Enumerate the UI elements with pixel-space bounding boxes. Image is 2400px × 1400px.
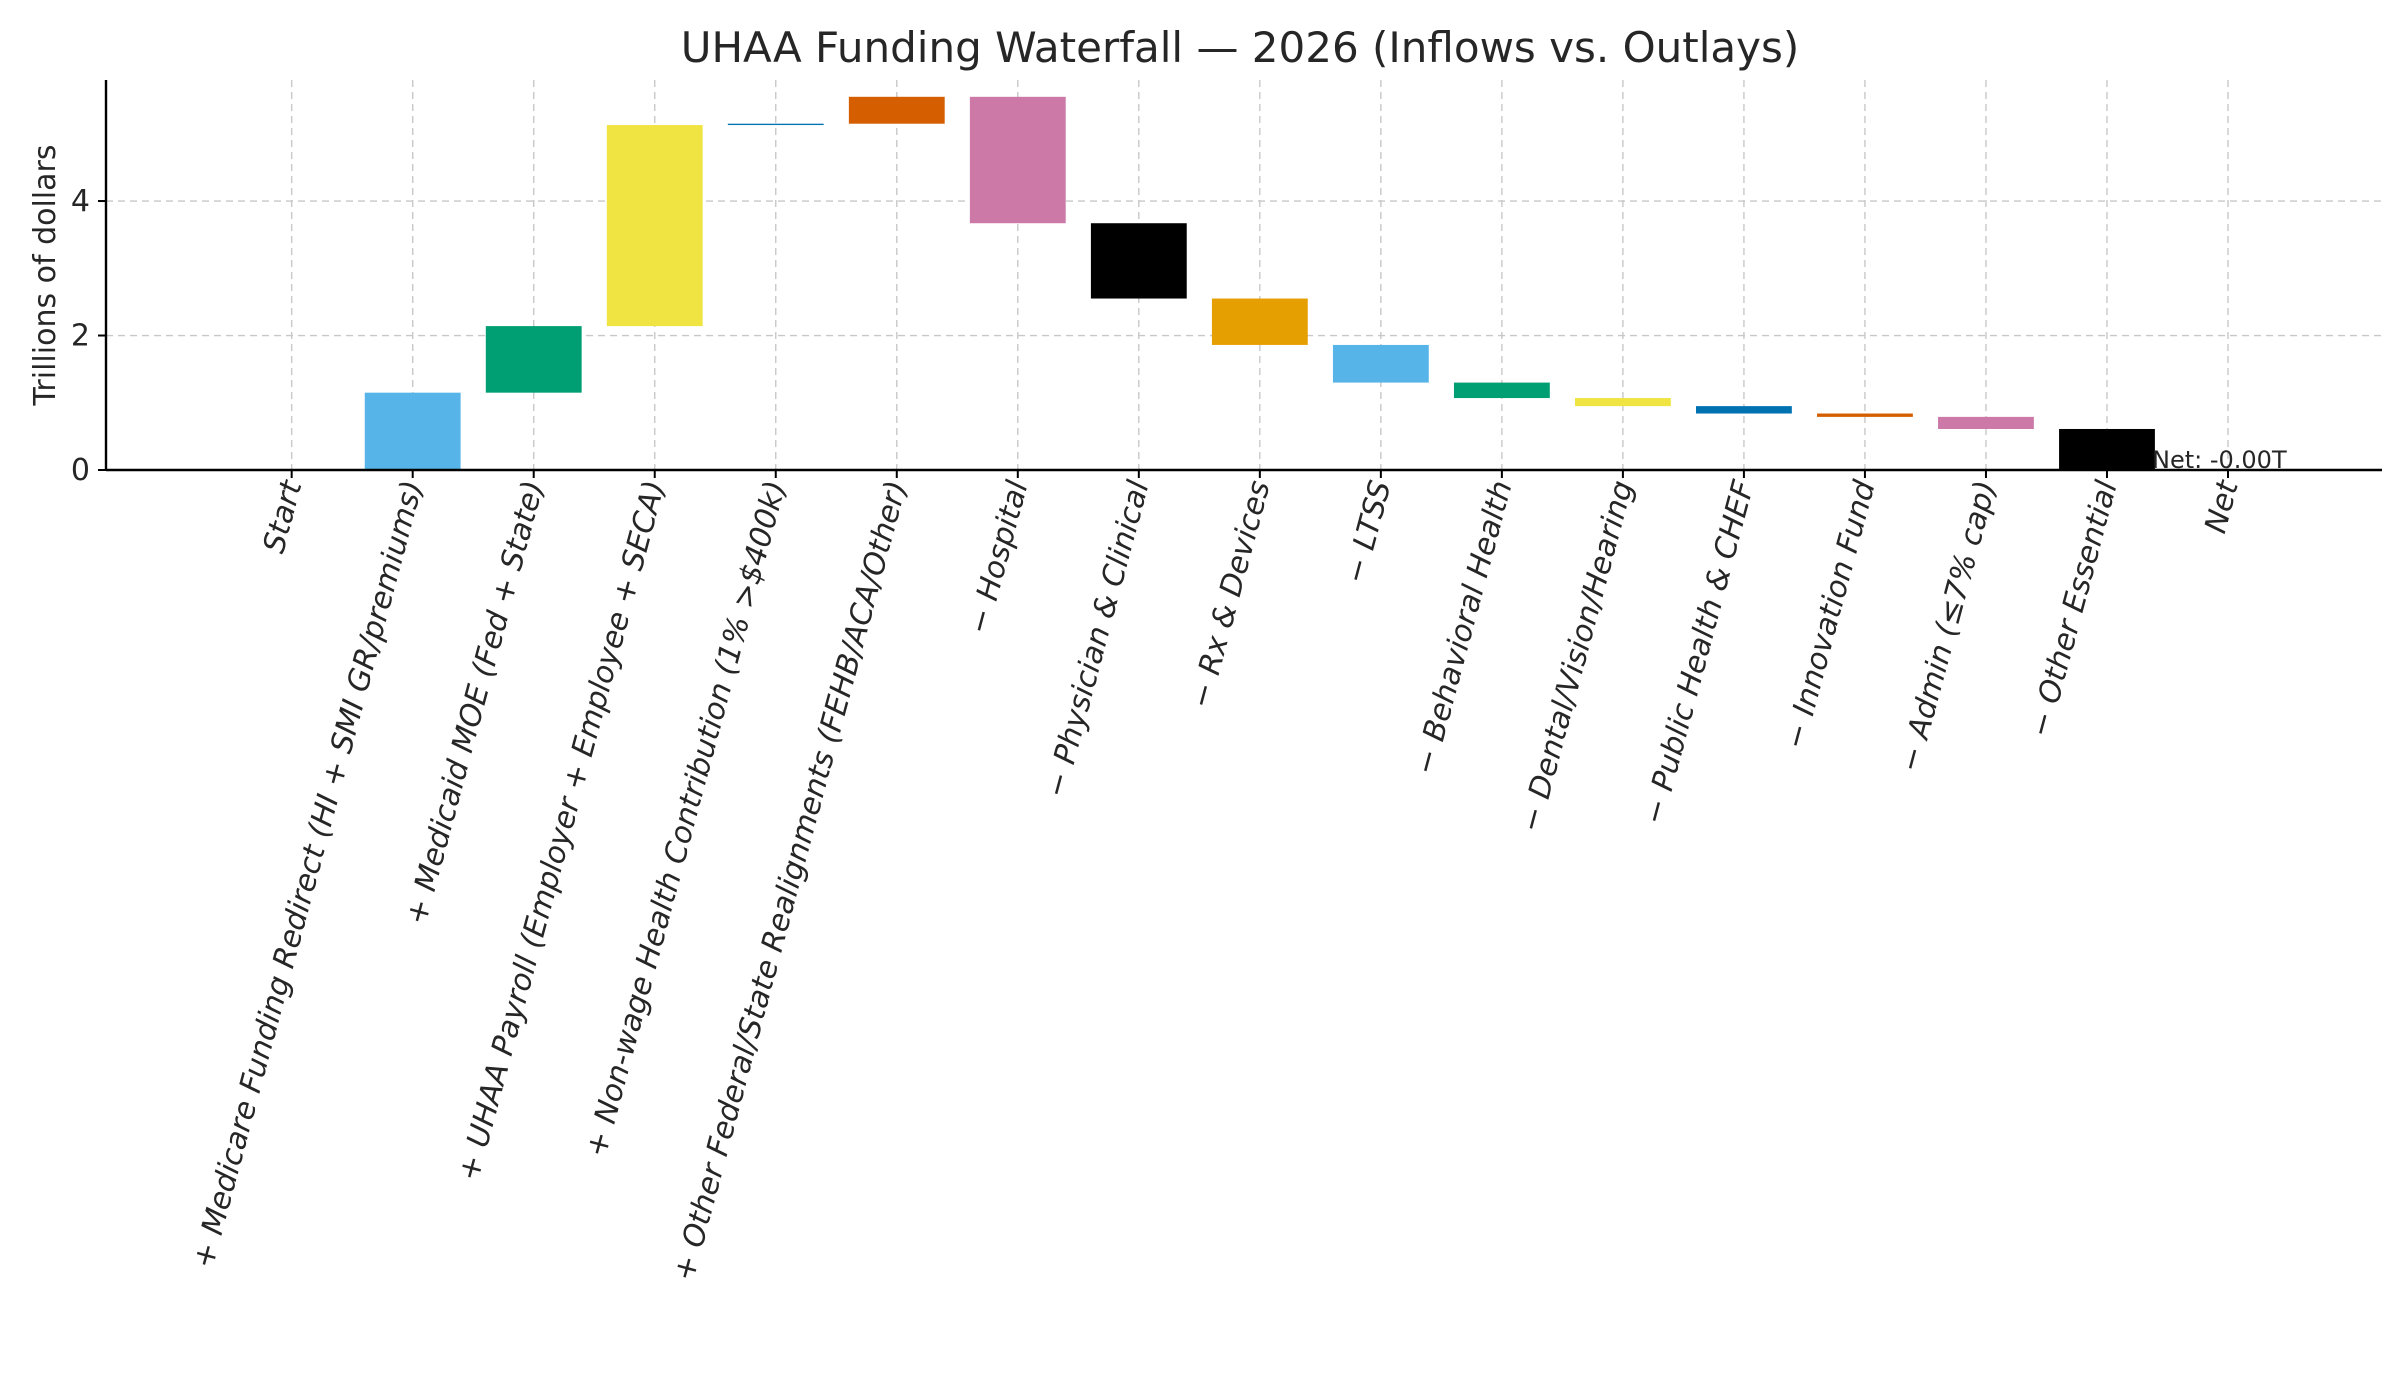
- waterfall-bar: [2059, 428, 2155, 470]
- waterfall-bar: [1938, 416, 2034, 429]
- waterfall-bar: [1090, 223, 1187, 299]
- y-tick-label: 4: [71, 184, 90, 219]
- x-tick-label: + Other Federal/State Realignments (FEHB…: [667, 477, 915, 1285]
- net-value-label: Net: -0.00T: [2152, 446, 2287, 474]
- x-tick-label: − Admin (≤7% cap): [1892, 477, 2003, 776]
- tick-layer: 0 2 4 Start+ Medicare Funding Redirect (HI …: [71, 184, 2246, 1285]
- x-tick-label: Net: [2198, 476, 2246, 537]
- y-axis-label: Trillions of dollars: [28, 145, 63, 407]
- waterfall-bar: [1817, 413, 1913, 417]
- waterfall-bar: [1332, 344, 1429, 383]
- x-tick-label: − Behavioral Health: [1407, 477, 1519, 778]
- x-tick-label: − Dental/Vision/Hearing: [1513, 477, 1641, 836]
- x-tick-label: − Other Essential: [2023, 476, 2125, 741]
- waterfall-bar: [1211, 298, 1308, 345]
- x-tick-label: + Medicare Funding Redirect (HI + SMI GR…: [186, 477, 430, 1272]
- waterfall-bar: [1696, 406, 1792, 414]
- x-tick-label: − Physician & Clinical: [1038, 476, 1156, 801]
- x-tick-label: − Rx & Devices: [1183, 477, 1277, 712]
- x-tick-label: + UHAA Payroll (Employer + Employee + SE…: [451, 477, 672, 1185]
- waterfall-bar: [727, 123, 824, 126]
- waterfall-bar: [364, 392, 461, 470]
- x-tick-label: − Hospital: [961, 476, 1036, 637]
- bar-layer: [364, 96, 2155, 470]
- x-tick-label: − LTSS: [1338, 477, 1399, 587]
- grid-layer: [106, 80, 2382, 471]
- x-tick-label: + Medicaid MOE (Fed + State): [399, 477, 551, 928]
- y-tick-label: 2: [71, 319, 90, 354]
- waterfall-bar: [848, 96, 945, 124]
- waterfall-bar: [606, 125, 703, 327]
- y-tick-label: 0: [71, 453, 90, 488]
- waterfall-bar: [485, 326, 582, 393]
- chart-title: UHAA Funding Waterfall — 2026 (Inflows v…: [681, 23, 1800, 72]
- waterfall-bar: [1574, 398, 1671, 407]
- x-tick-label: Start: [257, 476, 310, 557]
- x-tick-label: − Innovation Fund: [1777, 476, 1883, 753]
- x-tick-label: − Public Health & CHEF: [1636, 476, 1762, 828]
- waterfall-bar: [969, 96, 1066, 224]
- waterfall-bar: [1453, 382, 1550, 399]
